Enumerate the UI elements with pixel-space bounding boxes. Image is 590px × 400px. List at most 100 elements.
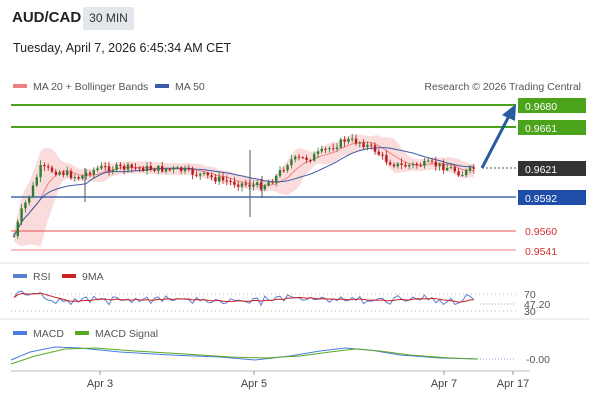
candle-body	[115, 164, 118, 170]
candle-body	[411, 163, 415, 166]
candle-body	[275, 175, 278, 183]
candle-body	[130, 164, 133, 168]
price-label-9661-text: 0.9661	[525, 123, 557, 135]
price-label-9560: 0.9560	[525, 226, 557, 238]
macd-legend-swatch	[13, 331, 27, 335]
rsi-legend: RSI 9MA	[13, 271, 104, 283]
price-label-9621-text: 0.9621	[525, 164, 557, 176]
candle-body	[301, 157, 304, 159]
macd-line	[10, 346, 479, 361]
candle-body	[392, 164, 396, 167]
candle-body	[389, 162, 392, 165]
candle-body	[126, 164, 130, 170]
candle-body	[145, 165, 149, 171]
candle-body	[28, 196, 31, 203]
candle-body	[50, 167, 54, 172]
candle-body	[123, 166, 126, 170]
candle-body	[362, 142, 365, 148]
candle-body	[88, 172, 92, 175]
candle-body	[233, 181, 236, 185]
candle-body	[20, 208, 23, 222]
candle-body	[210, 175, 213, 178]
rsi-legend-swatch	[13, 274, 27, 278]
price-label-9661-box	[518, 120, 586, 135]
rsi-30-label: 30	[524, 306, 536, 318]
candle-body	[278, 170, 282, 176]
symbol-title: AUD/CAD	[12, 9, 82, 26]
candle-body	[313, 153, 316, 161]
candle-body	[252, 184, 255, 187]
candle-body	[381, 154, 384, 156]
credit-text: Research © 2026 Trading Central	[424, 81, 581, 93]
macd-legend-label: MACD	[33, 328, 64, 340]
candle-body	[309, 160, 312, 162]
candle-body	[12, 235, 16, 237]
timeframe-button[interactable]: 30 MIN	[83, 7, 134, 30]
rsi-70-label: 70	[524, 289, 536, 301]
candle-body	[54, 171, 57, 175]
candle-body	[199, 173, 202, 176]
candle-body	[366, 144, 369, 148]
candle-body	[153, 169, 156, 172]
candle-body	[119, 164, 122, 167]
candle-body	[69, 171, 73, 178]
candle-body	[221, 176, 225, 181]
price-label-9661: 0.9661	[518, 120, 586, 135]
macd-signal-line	[10, 347, 479, 365]
price-label-9592-box	[518, 190, 586, 205]
x-tick-label-apr3: Apr 3	[87, 378, 113, 390]
ma20-line	[13, 141, 474, 237]
candle-body	[461, 175, 464, 177]
rsi-current-value: 47.20	[524, 299, 550, 311]
candle-body	[81, 175, 84, 179]
candle-body	[92, 170, 95, 175]
candle-body	[339, 139, 342, 148]
candle-body	[31, 185, 35, 197]
candle-body	[267, 182, 270, 186]
candle-body	[415, 163, 418, 166]
candle-body	[104, 166, 107, 168]
ma20-legend-swatch	[13, 84, 27, 88]
candle-body	[229, 180, 232, 182]
candle-body	[225, 180, 228, 182]
candle-body	[404, 164, 407, 167]
price-label-9592: 0.9592	[518, 190, 586, 205]
candle-body	[286, 165, 289, 171]
candle-body	[58, 172, 61, 175]
candle-body	[172, 167, 175, 170]
main-legend: MA 20 + Bollinger Bands MA 50 Research ©…	[13, 81, 581, 93]
rsi-ma-legend-swatch	[62, 274, 76, 278]
candle-body	[434, 161, 437, 167]
candle-body	[168, 169, 171, 171]
candle-body	[305, 157, 308, 161]
candle-body	[39, 164, 42, 178]
ma50-line	[13, 147, 474, 237]
candle-body	[457, 171, 460, 176]
candle-body	[111, 169, 114, 172]
datetime-text: Tuesday, April 7, 2026 6:45:34 AM CET	[13, 41, 232, 55]
candle-body	[294, 156, 297, 160]
candle-body	[396, 163, 399, 167]
candle-body	[183, 168, 187, 172]
candle-body	[377, 151, 380, 155]
candle-body	[282, 170, 285, 172]
candle-body	[446, 167, 449, 171]
macd-current-value: -0.00	[526, 354, 550, 366]
macd-legend: MACD MACD Signal	[13, 328, 158, 340]
candle-body	[35, 177, 38, 186]
candle-body	[195, 174, 198, 176]
candle-body	[138, 167, 141, 169]
price-label-9592-text: 0.9592	[525, 193, 557, 205]
candle-body	[96, 168, 99, 171]
candle-body	[107, 166, 111, 172]
candle-body	[191, 168, 194, 175]
candles	[12, 133, 475, 239]
rsi-line	[13, 290, 475, 307]
candle-body	[62, 172, 65, 175]
candle-body	[316, 151, 320, 154]
candle-body	[43, 164, 46, 167]
candle-body	[290, 159, 293, 166]
macd-signal-legend-label: MACD Signal	[95, 328, 158, 340]
candle-body	[354, 138, 358, 144]
candle-body	[335, 147, 339, 150]
